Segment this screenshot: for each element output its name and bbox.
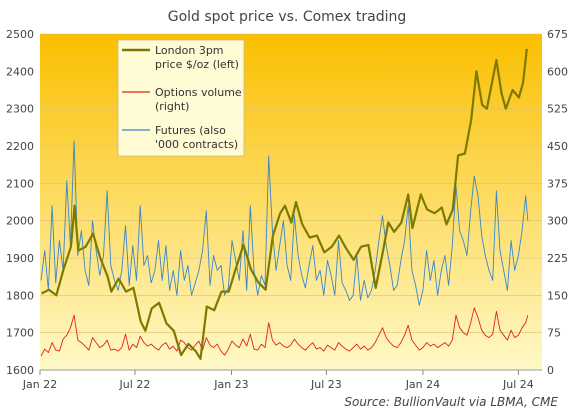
x-tick-label-2: Jan 23 xyxy=(213,378,248,391)
left-tick-label-1800: 1800 xyxy=(6,289,34,302)
right-tick-label-150: 150 xyxy=(547,289,568,302)
legend-box xyxy=(117,39,245,157)
x-tick-label-5: Jul 24 xyxy=(502,378,534,391)
x-tick-label-4: Jan 24 xyxy=(405,378,440,391)
left-tick-label-2400: 2400 xyxy=(6,65,34,78)
x-tick-label-0: Jan 22 xyxy=(22,378,57,391)
series-layer xyxy=(40,48,529,360)
legend-label-futures-1: Futures (also xyxy=(155,124,226,137)
x-axis: Jan 22 Jul 22 Jan 23 Jul 23 Jan 24 Jul 24 xyxy=(22,369,542,391)
right-tick-label-525: 525 xyxy=(547,103,568,116)
legend-label-options-2: (right) xyxy=(155,100,189,113)
left-tick-label-1600: 1600 xyxy=(6,364,34,377)
legend-label-options-1: Options volume xyxy=(155,86,242,99)
plot-area xyxy=(40,34,542,370)
left-tick-label-1900: 1900 xyxy=(6,252,34,265)
legend-label-price-1: London 3pm xyxy=(155,44,224,57)
legend-label-price-2: price $/oz (left) xyxy=(155,58,239,71)
legend-label-futures-2: '000 contracts) xyxy=(155,138,238,151)
right-tick-label-225: 225 xyxy=(547,252,568,265)
source-note: Source: BullionVault via LBMA, CME xyxy=(344,395,558,409)
right-axis: 0 75 150 225 300 375 450 525 600 675 xyxy=(547,28,568,377)
series-line-price xyxy=(41,48,528,360)
left-tick-label-2300: 2300 xyxy=(6,103,34,116)
x-tick-label-1: Jul 22 xyxy=(119,378,151,391)
right-tick-label-450: 450 xyxy=(547,140,568,153)
x-tick-label-3: Jul 23 xyxy=(310,378,342,391)
legend: London 3pm price $/oz (left) Options vol… xyxy=(117,39,245,157)
left-tick-label-2500: 2500 xyxy=(6,28,34,41)
right-tick-label-75: 75 xyxy=(547,327,561,340)
right-tick-label-600: 600 xyxy=(547,65,568,78)
left-tick-label-1700: 1700 xyxy=(6,327,34,340)
series-line-futures xyxy=(40,140,529,306)
right-tick-label-300: 300 xyxy=(547,215,568,228)
series-line-options xyxy=(40,307,529,357)
left-tick-label-2200: 2200 xyxy=(6,140,34,153)
left-tick-label-2100: 2100 xyxy=(6,177,34,190)
left-tick-label-2000: 2000 xyxy=(6,215,34,228)
right-tick-label-675: 675 xyxy=(547,28,568,41)
left-axis: 1600 1700 1800 1900 2000 2100 2200 2300 2400 2500 xyxy=(6,28,34,377)
right-tick-label-375: 375 xyxy=(547,177,568,190)
chart-title: Gold spot price vs. Comex trading xyxy=(168,9,407,25)
right-tick-label-0: 0 xyxy=(547,364,554,377)
